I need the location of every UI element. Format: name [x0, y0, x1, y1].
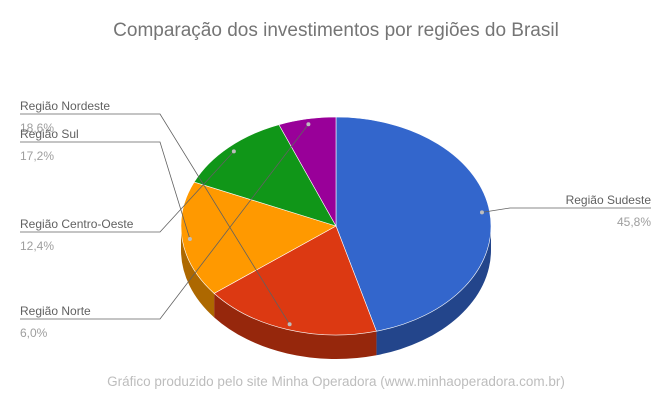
slice-value-regiao-sul: 17,2%: [20, 149, 54, 163]
slice-label-regiao-nordeste: Região Nordeste: [20, 99, 110, 113]
slice-side-regiao-nordeste: [214, 293, 377, 359]
leader-line-regiao-centro-oeste: [20, 151, 235, 233]
slice-label-regiao-centro-oeste: Região Centro-Oeste: [20, 217, 134, 231]
slice-value-regiao-centro-oeste: 12,4%: [20, 239, 54, 253]
slice-value-regiao-sudeste: 45,8%: [617, 215, 651, 229]
leader-dot-regiao-sudeste: [479, 210, 484, 215]
slice-regiao-sul[interactable]: [180, 181, 337, 294]
leader-dot-regiao-norte: [306, 122, 311, 127]
leader-dot-regiao-sul: [187, 236, 192, 241]
slice-label-regiao-norte: Região Norte: [20, 304, 91, 318]
source-note: Gráfico produzido pelo site Minha Operad…: [107, 374, 565, 389]
leader-line-regiao-sudeste: [481, 207, 651, 213]
slice-regiao-sudeste[interactable]: [335, 116, 492, 332]
slice-regiao-nordeste[interactable]: [213, 225, 377, 336]
pie-sides: [181, 226, 491, 359]
chart-title: Comparação dos investimentos por regiões…: [113, 20, 559, 41]
leader-line-regiao-nordeste: [20, 113, 290, 325]
slice-regiao-centro-oeste[interactable]: [193, 124, 337, 227]
leader-line-regiao-sul: [20, 141, 191, 240]
leader-line-regiao-norte: [20, 124, 309, 320]
pie-top: [180, 116, 492, 336]
slice-side-regiao-sudeste: [376, 226, 491, 356]
slice-label-regiao-sul: Região Sul: [20, 127, 79, 141]
leader-dot-regiao-nordeste: [287, 322, 292, 327]
slice-side-regiao-sul: [181, 226, 215, 318]
slice-value-regiao-norte: 6,0%: [20, 326, 48, 340]
leader-dot-regiao-centro-oeste: [231, 149, 236, 154]
slice-value-regiao-nordeste: 18,6%: [20, 121, 54, 135]
slice-label-regiao-sudeste: Região Sudeste: [566, 193, 652, 207]
